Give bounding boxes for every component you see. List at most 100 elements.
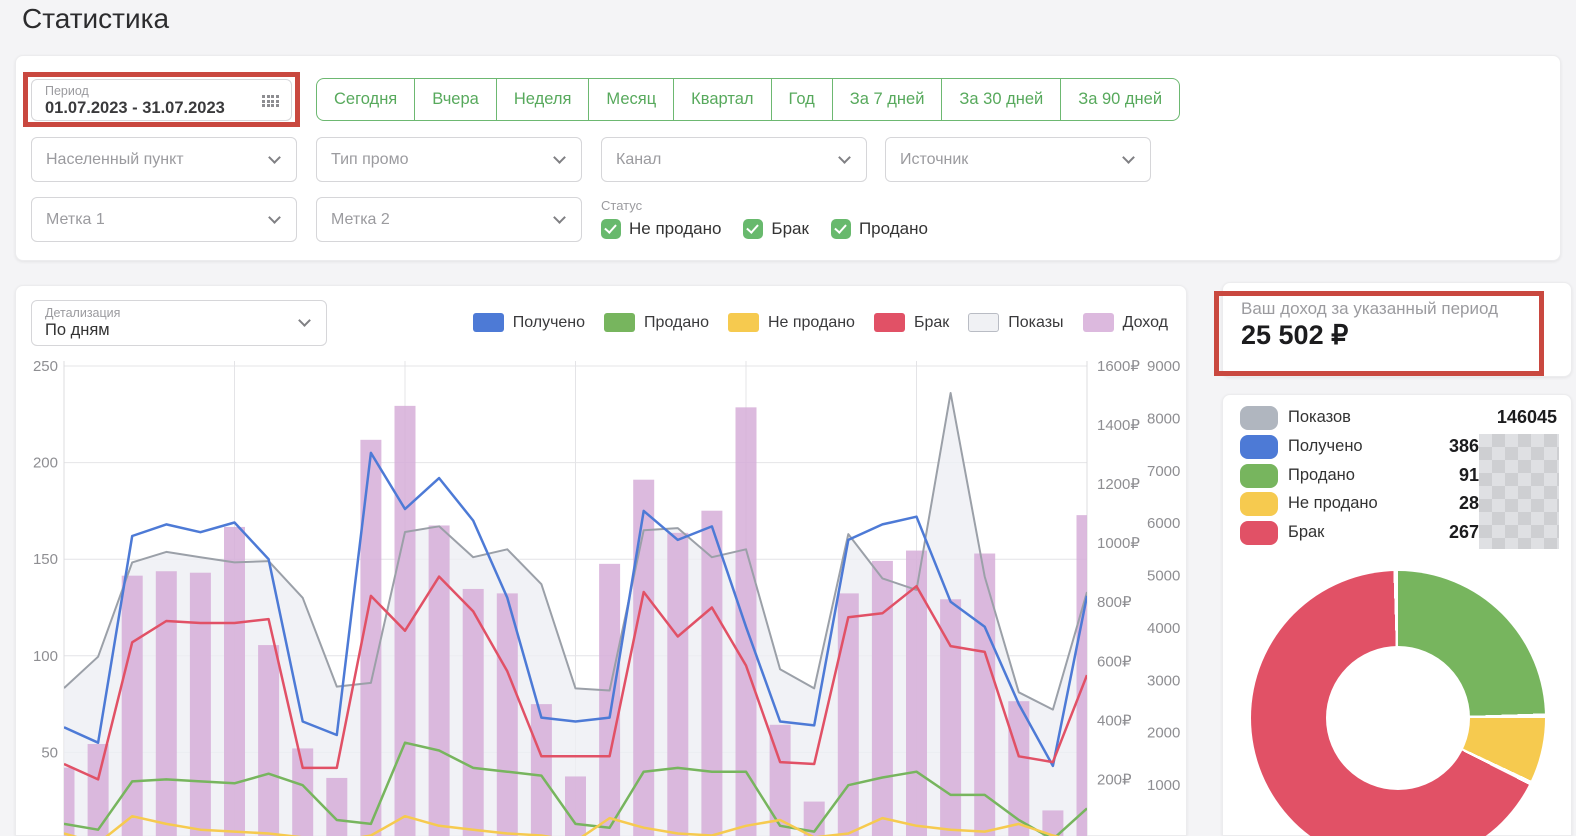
y-axis-tick-rub: 1600₽	[1097, 359, 1140, 375]
bar-income	[701, 510, 723, 836]
y-axis-tick-rub: 1400₽	[1097, 417, 1140, 434]
y-axis-tick-rub: 200₽	[1097, 771, 1132, 788]
stat-color-chip	[1240, 435, 1278, 459]
legend-item-5[interactable]: Доход	[1082, 313, 1168, 332]
y-axis-tick-count: 9000	[1147, 359, 1180, 375]
bar-income	[940, 599, 962, 836]
y-axis-tick-count: 2000	[1147, 725, 1180, 742]
bar-income	[599, 563, 621, 836]
status-label: Статус	[601, 198, 643, 213]
bar-income	[462, 588, 484, 836]
stat-color-chip	[1240, 492, 1278, 516]
y-axis-tick-left: 250	[33, 359, 58, 375]
chevron-down-icon	[838, 150, 851, 164]
legend-item-2[interactable]: Не продано	[727, 313, 855, 332]
bar-income	[428, 525, 450, 836]
bar-income	[326, 777, 348, 836]
chevron-down-icon	[553, 210, 566, 224]
stat-color-chip	[1240, 521, 1278, 545]
legend-label: Брак	[913, 313, 950, 331]
income-panel: Ваш доход за указанный период 25 502 ₽	[1214, 282, 1572, 377]
bar-income	[155, 571, 177, 836]
legend-color-chip	[1082, 313, 1114, 332]
quick-range-button-2[interactable]: Неделя	[495, 78, 590, 121]
legend-color-chip	[604, 313, 636, 332]
bar-income	[121, 575, 143, 836]
legend-label: Продано	[644, 313, 709, 331]
checkbox-checked-icon	[830, 219, 851, 239]
stats-panel: Показов 146045 Получено 386 Продано 91 Не прод…	[1222, 394, 1572, 836]
bar-income	[258, 645, 280, 836]
stat-label: Получено	[1288, 437, 1363, 455]
bar-income	[906, 550, 927, 836]
stat-color-chip	[1240, 406, 1278, 430]
status-checkbox-2[interactable]: Продано	[830, 219, 928, 239]
legend-label: Доход	[1122, 313, 1168, 331]
bar-income	[735, 407, 757, 836]
y-axis-tick-count: 7000	[1147, 463, 1180, 480]
quick-range-button-0[interactable]: Сегодня	[316, 78, 416, 121]
bar-income	[496, 593, 518, 836]
legend-label: Показы	[1008, 313, 1064, 331]
select-settlement[interactable]: Населенный пункт	[31, 137, 297, 182]
bar-income	[530, 704, 552, 836]
status-checkbox-label: Брак	[771, 219, 809, 238]
select-channel[interactable]: Канал	[601, 137, 867, 182]
stat-label: Брак	[1288, 523, 1325, 541]
stat-value: 386	[1448, 436, 1479, 456]
select-tag1[interactable]: Метка 1	[31, 197, 297, 242]
stat-value: 91	[1458, 465, 1479, 485]
main-chart: 250 200 150 100 50 1600₽ 1400₽ 1200₽ 1000₽ 800₽ 60…	[33, 359, 1180, 836]
select-source[interactable]: Источник	[885, 137, 1151, 182]
chevron-down-icon	[268, 210, 281, 224]
quick-range-group: Сегодня Вчера Неделя Месяц Квартал Год За 7 дн…	[316, 78, 1181, 121]
select-promo-type[interactable]: Тип промо	[316, 137, 582, 182]
legend-item-3[interactable]: Брак	[873, 313, 950, 332]
select-tag2[interactable]: Метка 2	[316, 197, 582, 242]
line-2	[64, 741, 1087, 836]
quick-range-button-1[interactable]: Вчера	[414, 78, 497, 121]
status-checkbox-1[interactable]: Брак	[743, 219, 809, 239]
y-axis-tick-left: 200	[33, 455, 58, 472]
donut-hole	[1326, 646, 1470, 790]
y-axis-tick-count: 1000	[1147, 777, 1180, 794]
period-input[interactable]: Период 01.07.2023 - 31.07.2023	[31, 79, 292, 121]
page-title: Статистика	[22, 3, 170, 34]
y-axis-tick-left: 50	[41, 744, 58, 761]
status-checkbox-group: Не продано Брак Продано	[601, 219, 928, 239]
checkbox-checked-icon	[601, 219, 621, 239]
stat-value: 146045	[1496, 407, 1557, 427]
bar-income	[224, 526, 245, 836]
y-axis-tick-count: 5000	[1147, 568, 1180, 585]
legend-item-4[interactable]: Показы	[968, 313, 1064, 332]
quick-range-button-3[interactable]: Месяц	[588, 78, 675, 121]
status-checkbox-0[interactable]: Не продано	[601, 219, 721, 239]
legend-label: Не продано	[767, 313, 855, 331]
legend-color-chip	[873, 313, 905, 332]
status-donut-chart	[1251, 571, 1545, 836]
stat-label: Показов	[1288, 408, 1351, 426]
y-axis-tick-left: 150	[33, 551, 58, 568]
quick-range-button-7[interactable]: За 30 дней	[941, 78, 1062, 121]
quick-range-button-4[interactable]: Квартал	[673, 78, 772, 121]
y-axis-tick-count: 4000	[1147, 620, 1180, 637]
detail-label: Детализация	[45, 306, 121, 320]
bar-income	[974, 553, 996, 836]
stat-row-3: Не продано 28	[1223, 492, 1573, 516]
line-shows	[64, 392, 1087, 711]
legend-item-1[interactable]: Продано	[604, 313, 709, 332]
income-value: 25 502 ₽	[1241, 320, 1349, 350]
quick-range-button-8[interactable]: За 90 дней	[1060, 78, 1181, 121]
line-3	[64, 814, 1061, 836]
chevron-down-icon	[553, 150, 566, 164]
quick-range-button-6[interactable]: За 7 дней	[831, 78, 943, 121]
legend-item-0[interactable]: Получено	[472, 313, 585, 332]
legend-color-chip	[968, 313, 1000, 332]
bar-income	[1076, 515, 1087, 836]
line-0	[64, 451, 1087, 768]
legend-color-chip	[727, 313, 759, 332]
detail-select[interactable]: Детализация По дням	[31, 300, 327, 346]
calendar-grid-icon[interactable]	[262, 95, 279, 108]
quick-range-button-5[interactable]: Год	[770, 78, 833, 121]
filters-panel: Период 01.07.2023 - 31.07.2023 Сегодня Вч…	[15, 55, 1561, 261]
